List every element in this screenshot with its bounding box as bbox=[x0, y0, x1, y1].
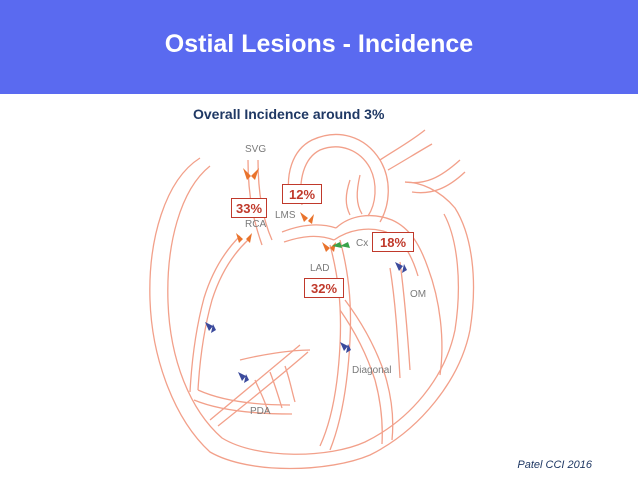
rca-percentage-box: 33% bbox=[231, 198, 267, 218]
cx-percentage-box: 18% bbox=[372, 232, 414, 252]
title-bar: Ostial Lesions - Incidence bbox=[0, 0, 638, 94]
lms-ostial-marker bbox=[300, 212, 314, 224]
om-marker bbox=[395, 262, 407, 273]
slide-title: Ostial Lesions - Incidence bbox=[164, 30, 474, 58]
om-label: OM bbox=[410, 289, 426, 300]
heart-outline bbox=[149, 129, 475, 470]
lad-percentage-box: 32% bbox=[304, 278, 344, 298]
lms-percentage-box: 12% bbox=[282, 184, 322, 204]
citation: Patel CCI 2016 bbox=[517, 459, 592, 471]
lms-label: LMS bbox=[275, 210, 296, 221]
lad-label: LAD bbox=[310, 263, 329, 274]
lesion-markers bbox=[205, 168, 407, 383]
lad-ostial-marker bbox=[322, 242, 336, 252]
incidence-subtitle: Overall Incidence around 3% bbox=[193, 106, 385, 122]
pda-label: PDA bbox=[250, 406, 271, 417]
rca-ostial-marker bbox=[236, 233, 252, 243]
cx-ostial-marker bbox=[332, 242, 350, 248]
pda-marker bbox=[238, 372, 249, 383]
rca-mid-marker bbox=[205, 322, 216, 333]
svg-label: SVG bbox=[245, 144, 266, 155]
diagonal-label: Diagonal bbox=[352, 365, 391, 376]
rca-label: RCA bbox=[245, 219, 266, 230]
svg-ostial-marker bbox=[243, 168, 259, 180]
diagonal-marker bbox=[340, 342, 351, 353]
cx-label: Cx bbox=[356, 238, 368, 249]
